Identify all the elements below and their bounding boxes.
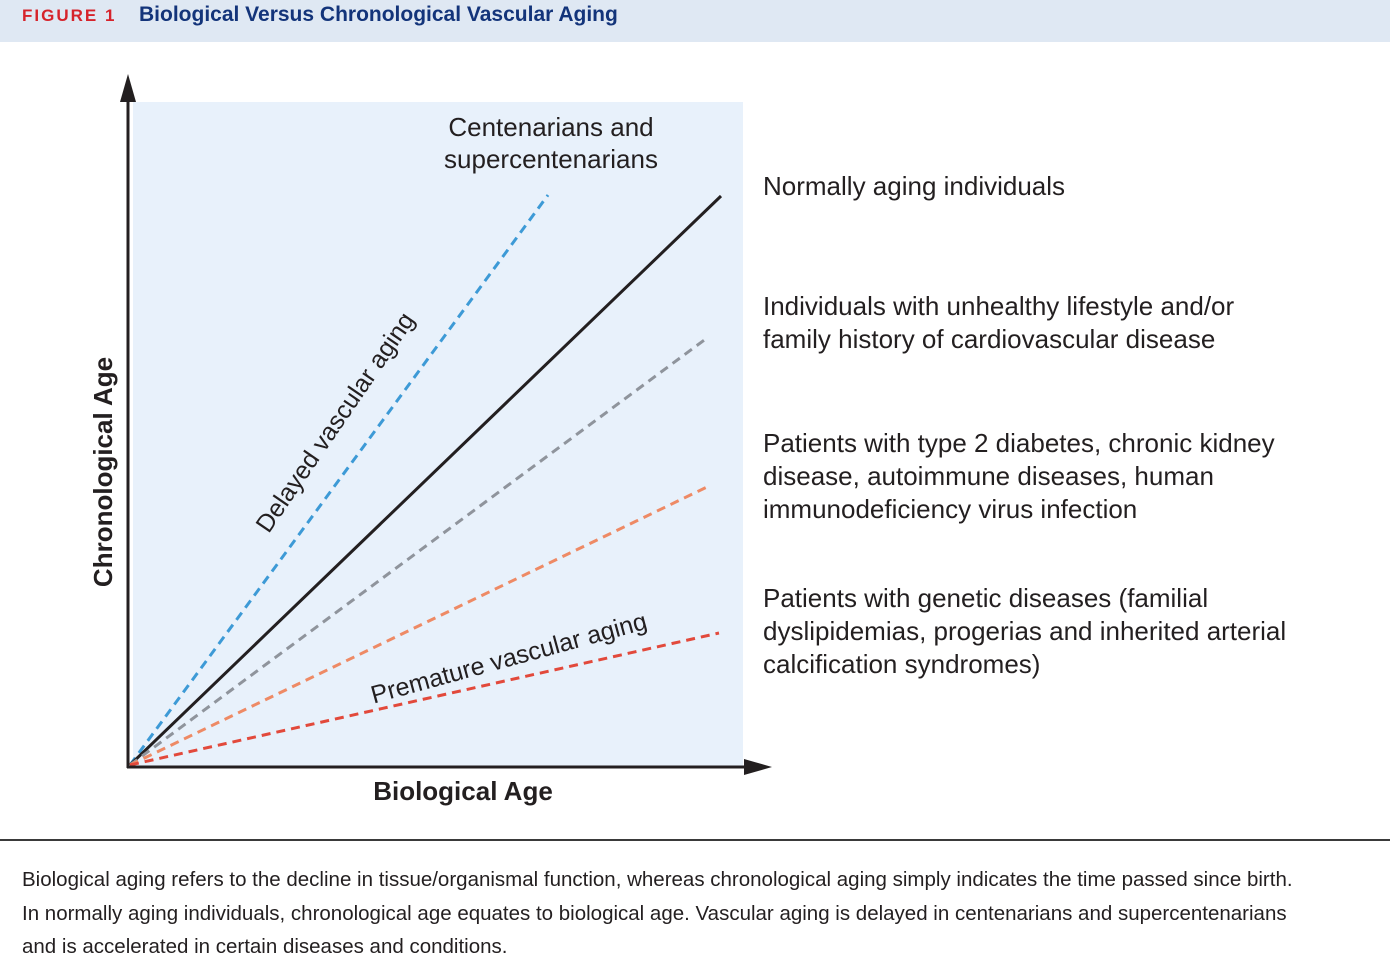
legend-unhealthy-line-2: family history of cardiovascular disease <box>763 324 1216 354</box>
legend-unhealthy: Individuals with unhealthy lifestyle and… <box>763 290 1363 356</box>
legend-genetic-line-2: dyslipidemias, progerias and inherited a… <box>763 616 1287 646</box>
legend-chronic: Patients with type 2 diabetes, chronic k… <box>763 427 1363 526</box>
caption-line-2: In normally aging individuals, chronolog… <box>22 901 1287 925</box>
caption-line-1: Biological aging refers to the decline i… <box>22 868 1293 891</box>
centenarians-line <box>128 194 550 766</box>
caption-divider <box>0 839 1390 841</box>
normal-aging-line <box>128 194 723 767</box>
figure-title: Biological Versus Chronological Vascular… <box>139 3 618 26</box>
legend-chronic-line-2: disease, autoimmune diseases, human <box>763 461 1214 491</box>
y-axis-arrow-icon <box>120 74 136 102</box>
y-axis-label: Chronological Age <box>88 357 118 587</box>
legend-normal-text: Normally aging individuals <box>763 171 1066 201</box>
chronic-disease-line <box>129 485 708 767</box>
legend-genetic-line-3: calcification syndromes) <box>763 649 1041 679</box>
legend-normal: Normally aging individuals <box>763 170 1363 203</box>
aging-diagram: Biological Age Chronological Age Centena… <box>88 74 772 806</box>
x-axis-label: Biological Age <box>373 776 553 806</box>
x-axis-arrow-icon <box>744 759 772 775</box>
legend-unhealthy-line-1: Individuals with unhealthy lifestyle and… <box>763 291 1235 321</box>
figure-header: FIGURE 1 Biological Versus Chronological… <box>0 0 1390 42</box>
genetic-disease-line <box>129 631 720 767</box>
caption-line-3: and is accelerated in certain diseases a… <box>22 935 508 958</box>
plot-background <box>133 102 743 767</box>
legend-chronic-line-3: immunodeficiency virus infection <box>763 494 1138 524</box>
figure-caption: Biological aging refers to the decline i… <box>22 863 1372 964</box>
figure-number: FIGURE 1 <box>22 6 117 25</box>
centenarians-label-line-1: Centenarians and <box>448 112 653 142</box>
legend-genetic: Patients with genetic diseases (familial… <box>763 582 1363 681</box>
legend-genetic-line-1: Patients with genetic diseases (familial <box>763 583 1209 613</box>
legend-chronic-line-1: Patients with type 2 diabetes, chronic k… <box>763 428 1275 458</box>
centenarians-label-line-2: supercentenarians <box>444 144 658 174</box>
